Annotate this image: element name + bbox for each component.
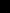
Text: Any
acceptable
transactions ?: Any acceptable transactions ? — [0, 0, 10, 13]
Polygon shape — [5, 7, 6, 8]
Text: 106: 106 — [6, 0, 10, 9]
Text: 107: 107 — [6, 0, 10, 9]
FancyBboxPatch shape — [2, 1, 4, 2]
Text: Patent Application Publication: Patent Application Publication — [1, 0, 10, 5]
Text: 102: 102 — [3, 0, 10, 5]
Text: NO: NO — [0, 0, 4, 9]
Text: Aug. 15, 2013  Sheet 1 of 17: Aug. 15, 2013 Sheet 1 of 17 — [0, 0, 10, 5]
Text: C: C — [4, 2, 10, 11]
FancyBboxPatch shape — [4, 2, 5, 3]
Text: 113: 113 — [1, 3, 10, 12]
Text: 108: 108 — [4, 2, 10, 11]
Text: YES: YES — [3, 2, 10, 11]
Text: Create
synthetic ?: Create synthetic ? — [0, 0, 10, 13]
Text: 116: 116 — [2, 1, 10, 10]
Text: YES: YES — [0, 0, 10, 9]
Text: 103: 103 — [2, 0, 10, 6]
Text: YES: YES — [3, 0, 10, 8]
FancyBboxPatch shape — [5, 5, 6, 6]
Text: Browse: Browse — [0, 0, 10, 6]
Polygon shape — [2, 2, 3, 3]
Text: 111: 111 — [2, 0, 10, 9]
Text: Fig. 1: Fig. 1 — [0, 5, 10, 13]
Text: NO: NO — [0, 3, 10, 12]
Text: Return N highest
ranking close
matches: Return N highest ranking close matches — [0, 0, 10, 13]
Text: 104: 104 — [4, 0, 10, 6]
Text: YES: YES — [0, 0, 10, 9]
Text: Determine
ranking criteria: Determine ranking criteria — [0, 0, 10, 13]
Text: NO: NO — [0, 0, 2, 9]
Text: Done: Done — [0, 4, 10, 13]
Text: US 2013/0212002 A1: US 2013/0212002 A1 — [7, 0, 10, 5]
Text: NO: NO — [0, 0, 6, 9]
Text: 101: 101 — [1, 0, 10, 6]
Text: YES: YES — [3, 0, 10, 7]
Text: YES: YES — [6, 3, 10, 11]
Text: NO: NO — [0, 0, 10, 8]
Text: 114: 114 — [5, 2, 10, 11]
Text: 105: 105 — [6, 0, 10, 6]
Text: Return information
of matching
transactions: Return information of matching transacti… — [0, 0, 10, 13]
Text: YES: YES — [0, 0, 10, 9]
Text: 115: 115 — [4, 5, 10, 13]
Text: Monitor
system for newly
added match ?: Monitor system for newly added match ? — [0, 0, 10, 13]
FancyBboxPatch shape — [6, 2, 7, 3]
Text: Determine set of
partial transactions
partially or fully
accomodating  user: Determine set of partial transactions pa… — [0, 0, 10, 13]
Text: Any
exact match
found ?: Any exact match found ? — [0, 0, 10, 13]
Text: NO: NO — [0, 4, 10, 13]
Text: Make
counteroffer ?: Make counteroffer ? — [0, 0, 10, 13]
Text: YES: YES — [0, 3, 10, 12]
Polygon shape — [2, 6, 3, 7]
Text: NO: NO — [0, 3, 10, 12]
Text: 115: 115 — [4, 4, 10, 13]
Text: 117: 117 — [4, 0, 10, 9]
FancyBboxPatch shape — [6, 3, 7, 4]
Text: B: B — [3, 0, 10, 7]
Polygon shape — [7, 7, 8, 8]
Text: Post
exchange to
system ?: Post exchange to system ? — [0, 0, 10, 13]
Text: 112: 112 — [1, 2, 10, 11]
Text: G: G — [4, 3, 10, 13]
Text: Add information
concerning failure
to proceed to
database (w/o identity): Add information concerning failure to pr… — [0, 0, 10, 13]
Text: Add database
monitor to profile: Add database monitor to profile — [0, 0, 10, 13]
Text: YES: YES — [3, 3, 10, 12]
Polygon shape — [2, 4, 3, 5]
FancyBboxPatch shape — [3, 5, 4, 6]
Text: NO: NO — [0, 2, 10, 11]
Text: System searches
transaction repository
for match: System searches transaction repository f… — [0, 0, 10, 13]
Polygon shape — [2, 3, 3, 4]
Text: System receives
Exchange
Definition: System receives Exchange Definition — [0, 0, 10, 13]
Text: Provide terms and
user information
to parties: Provide terms and user information to pa… — [0, 0, 10, 13]
Text: Add exchange
definition to
repository: Add exchange definition to repository — [0, 0, 10, 13]
Text: Search
for close
matches ?: Search for close matches ? — [0, 0, 10, 13]
FancyBboxPatch shape — [3, 6, 4, 7]
Text: B: B — [1, 1, 9, 11]
Polygon shape — [1, 7, 3, 8]
Text: Sufficient
potential
counterparties wish to
proceed ?: Sufficient potential counterparties wish… — [0, 0, 10, 13]
Text: 110: 110 — [2, 0, 10, 8]
FancyBboxPatch shape — [4, 9, 6, 10]
Text: Seek
substitute
party ?: Seek substitute party ? — [0, 0, 10, 13]
FancyBboxPatch shape — [4, 3, 5, 4]
Polygon shape — [4, 4, 5, 5]
FancyBboxPatch shape — [1, 1, 2, 2]
Text: User reviews/
ranks terms and
party information: User reviews/ ranks terms and party info… — [0, 0, 10, 13]
Text: NO: NO — [0, 0, 10, 7]
Polygon shape — [6, 4, 8, 5]
